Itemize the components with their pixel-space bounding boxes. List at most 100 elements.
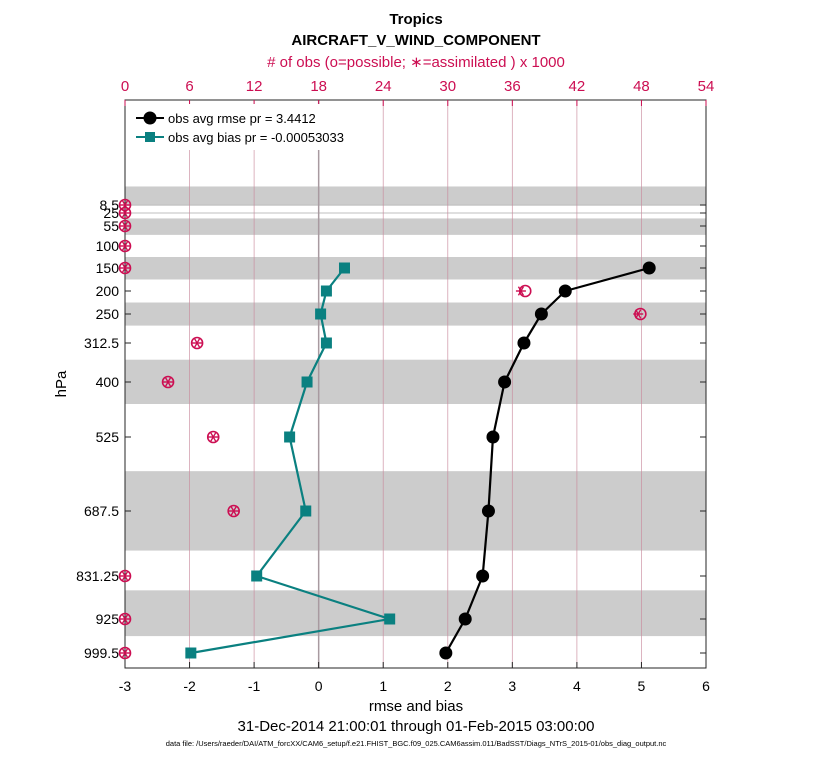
rmse-point [458, 612, 472, 626]
obs-possible-marker [161, 375, 175, 389]
y-tick-label: 150 [96, 260, 120, 276]
obs-assimilated-marker [515, 286, 526, 296]
asterisk-stroke [635, 309, 642, 319]
asterisk-stroke [164, 377, 172, 387]
obs-assimilated-marker [633, 309, 644, 319]
y-tick-label: 831.25 [76, 568, 119, 584]
obs-assimilated-marker [120, 208, 130, 218]
y-tick-label: 400 [96, 374, 120, 390]
x-tick-label: 4 [573, 678, 581, 694]
obs-possible-marker [118, 612, 132, 626]
obs-possible-marker [206, 430, 220, 444]
asterisk-stroke [517, 286, 525, 296]
x-tick-label: -1 [248, 678, 261, 694]
pressure-band [125, 186, 706, 206]
rmse-series-line [444, 266, 650, 654]
asterisk-stroke [121, 571, 129, 581]
rmse-point [481, 504, 495, 518]
pressure-band [125, 302, 706, 326]
bias-point [338, 262, 350, 274]
obs-count-markers [118, 198, 647, 660]
obs-assimilated-marker [192, 338, 203, 348]
top-tick-label: 6 [185, 78, 193, 95]
bias-point [300, 505, 312, 517]
rmse-point [517, 336, 531, 350]
y-tick-label: 8.5 [100, 197, 120, 213]
x-tick-label: 0 [315, 678, 323, 694]
pressure-band [125, 471, 706, 551]
top-axis-ticks: 0 6 12 18 24 30 36 42 48 54 [121, 78, 715, 106]
obs-assimilated-marker [120, 200, 130, 210]
legend-bias-marker [145, 132, 155, 142]
rmse-point [498, 375, 512, 389]
rmse-point [642, 261, 656, 275]
y-axis-label: hPa [53, 370, 70, 397]
obs-possible-marker [118, 206, 132, 220]
bias-point [185, 647, 197, 659]
asterisk-stroke [121, 208, 129, 218]
chart-subtitle: AIRCRAFT_V_WIND_COMPONENT [291, 32, 540, 49]
rmse-point [534, 307, 548, 321]
legend: obs avg rmse pr = 3.4412 obs avg bias pr… [131, 104, 374, 150]
x-axis-label: rmse and bias [369, 698, 463, 715]
obs-possible-marker [118, 261, 132, 275]
asterisk-stroke [121, 614, 129, 624]
y-tick-label: 200 [96, 283, 120, 299]
y-tick-label: 999.5 [84, 645, 119, 661]
y-tick-label: 525 [96, 429, 120, 445]
obs-assimilated-marker [120, 571, 130, 581]
chart-title: Tropics [389, 11, 442, 28]
obs-possible-marker [118, 219, 132, 233]
obs-possible-marker [118, 569, 132, 583]
rmse-point [558, 284, 572, 298]
obs-assimilated-marker [120, 221, 130, 231]
y-tick-label: 312.5 [84, 335, 119, 351]
obs-assimilated-marker [120, 241, 130, 251]
pressure-band [125, 590, 706, 637]
asterisk-stroke [121, 648, 129, 658]
obs-assimilated-marker [228, 506, 239, 516]
obs-possible-marker [190, 336, 204, 350]
top-tick-label: 36 [504, 78, 521, 95]
x-tick-label: 1 [379, 678, 387, 694]
rmse-point [476, 569, 490, 583]
bias-point [284, 431, 296, 443]
top-tick-label: 30 [439, 78, 456, 95]
legend-rmse-marker [143, 111, 157, 125]
x-axis-ticks: -3 -2 -1 0 1 2 3 4 5 6 [119, 662, 710, 694]
rmse-point [486, 430, 500, 444]
legend-rmse-label: obs avg rmse pr = 3.4412 [168, 111, 316, 126]
series-layer [185, 261, 656, 660]
x-tick-label: 3 [508, 678, 516, 694]
data-file-footer: data file: /Users/raeder/DAI/ATM_forcXX/… [166, 739, 667, 748]
obs-assimilated-marker [120, 614, 130, 624]
top-tick-label: 42 [569, 78, 586, 95]
pressure-band [125, 257, 706, 280]
pressure-bands [125, 186, 706, 637]
asterisk-stroke [121, 221, 129, 231]
top-tick-label: 54 [698, 78, 715, 95]
y-tick-label: 55 [103, 218, 119, 234]
x-tick-label: 5 [638, 678, 646, 694]
obs-assimilated-marker [163, 377, 174, 387]
y-tick-label: 25 [103, 205, 119, 221]
x-tick-label: 2 [444, 678, 452, 694]
asterisk-stroke [121, 241, 129, 251]
asterisk-stroke [230, 506, 237, 516]
legend-bias-label: obs avg bias pr = -0.00053033 [168, 130, 344, 145]
bias-point [320, 337, 332, 349]
top-tick-label: 48 [633, 78, 650, 95]
rmse-point [439, 646, 453, 660]
plot-area [124, 99, 707, 669]
bias-point [320, 285, 332, 297]
obs-possible-marker [118, 239, 132, 253]
top-tick-label: 18 [310, 78, 327, 95]
date-range: 31-Dec-2014 21:00:01 through 01-Feb-2015… [238, 718, 595, 735]
top-tick-label: 12 [246, 78, 263, 95]
pressure-band [125, 359, 706, 404]
x-tick-label: -3 [119, 678, 132, 694]
top-tick-label: 24 [375, 78, 392, 95]
x-tick-label: 6 [702, 678, 710, 694]
